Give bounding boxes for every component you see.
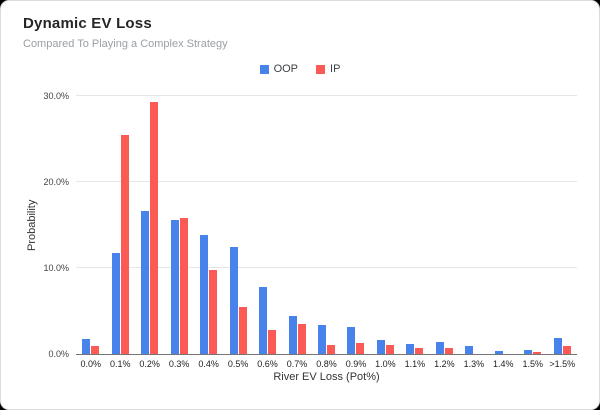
x-tick-label: 1.3% — [463, 359, 485, 369]
bar-group: 0.2% — [135, 96, 164, 369]
bar-ip-0.4%[interactable] — [209, 269, 218, 354]
bar-ip-0.7%[interactable] — [297, 323, 306, 354]
legend-item-ip[interactable]: IP — [316, 63, 340, 75]
legend: OOP IP — [1, 63, 599, 75]
legend-label: OOP — [273, 63, 299, 75]
x-tick-label: 1.0% — [375, 359, 396, 369]
bar-ip-0.1%[interactable] — [120, 134, 129, 354]
x-tick-label: 1.4% — [493, 359, 514, 369]
bar-oop-1.0%[interactable] — [376, 340, 385, 354]
bar-group: 1.1% — [400, 96, 429, 369]
x-tick-label: 0.5% — [227, 359, 249, 369]
bar-ip-1.2%[interactable] — [444, 347, 453, 354]
page-subtitle: Compared To Playing a Complex Strategy — [23, 38, 228, 50]
y-tick-label: 20.0% — [43, 177, 69, 187]
legend-swatch-icon — [316, 64, 326, 74]
bar-oop-1.5%[interactable] — [524, 349, 533, 354]
bar-oop-0.0%[interactable] — [82, 339, 91, 354]
gridline — [76, 95, 577, 96]
bar-groups: 0.0% 0.1% 0.2% 0.3% 0.4% 0.5% 0.6% 0.7% 0.8% 0.9%… — [76, 96, 577, 369]
bar-oop-0.4%[interactable] — [200, 235, 209, 354]
bar-ip-0.5%[interactable] — [238, 306, 247, 354]
x-tick-label: 0.1% — [109, 359, 131, 369]
bar-group: 0.7% — [282, 96, 311, 369]
bar-group: >1.5% — [548, 96, 577, 369]
gridline — [76, 181, 577, 182]
x-tick-label: 0.6% — [257, 359, 278, 369]
bar-oop-0.8%[interactable] — [317, 324, 326, 354]
bar-group: 1.3% — [459, 96, 488, 369]
bar-ip-0.8%[interactable] — [326, 344, 335, 354]
legend-item-oop[interactable]: OOP — [259, 63, 299, 75]
bar-group: 0.0% — [76, 96, 105, 369]
bar-ip-0.3%[interactable] — [179, 218, 188, 354]
x-tick-label: 1.5% — [522, 359, 544, 369]
bar-group: 0.1% — [105, 96, 134, 369]
x-tick-label: 0.4% — [198, 359, 219, 369]
bar-ip-1.0%[interactable] — [385, 345, 394, 354]
x-tick-label: 0.8% — [316, 359, 337, 369]
x-tick-label: 0.2% — [139, 359, 160, 369]
bar-ip-1.1%[interactable] — [415, 347, 424, 354]
y-axis-title: Probability — [26, 199, 38, 252]
bar-oop-1.4%[interactable] — [494, 350, 503, 354]
bar-ip-1.5%[interactable] — [533, 352, 542, 354]
bar-oop-0.9%[interactable] — [347, 327, 356, 354]
bar-oop-1.2%[interactable] — [435, 341, 444, 354]
bar-group: 0.8% — [312, 96, 341, 369]
bar-group: 1.4% — [489, 96, 518, 369]
x-tick-label: >1.5% — [549, 359, 576, 369]
bar-group: 1.5% — [518, 96, 547, 369]
x-tick-label: 0.3% — [168, 359, 190, 369]
bar-oop-1.3%[interactable] — [465, 346, 474, 354]
x-tick-label: 1.2% — [434, 359, 455, 369]
x-axis-title: River EV Loss (Pot%) — [273, 371, 380, 383]
y-tick-label: 10.0% — [43, 263, 69, 273]
legend-label: IP — [330, 63, 341, 75]
plot-area: 0.0% 10.0% 20.0% 30.0% 0.0% 0.1% 0.2% 0.3% 0.4% 0… — [43, 91, 577, 369]
bar-oop-0.1%[interactable] — [111, 252, 120, 354]
bar-oop-0.3%[interactable] — [170, 219, 179, 354]
bar-oop-0.2%[interactable] — [141, 211, 150, 354]
legend-swatch-icon — [259, 64, 269, 74]
gridline — [76, 267, 577, 268]
bar-oop-0.6%[interactable] — [259, 286, 268, 354]
x-tick-label: 1.1% — [404, 359, 426, 369]
bar-group: 1.2% — [430, 96, 459, 369]
bar-oop-1.1%[interactable] — [406, 343, 415, 354]
bar-ip-0.9%[interactable] — [356, 342, 365, 354]
bar-oop-0.5%[interactable] — [229, 246, 238, 354]
bar-oop->1.5%[interactable] — [553, 337, 562, 354]
x-tick-label: 0.7% — [286, 359, 308, 369]
x-tick-label: 0.0% — [80, 359, 101, 369]
bar-group: 0.4% — [194, 96, 223, 369]
bar-ip->1.5%[interactable] — [562, 346, 571, 354]
bar-group: 0.9% — [341, 96, 370, 369]
y-tick-label: 0.0% — [48, 349, 69, 359]
y-tick-label: 30.0% — [43, 91, 69, 101]
bar-ip-0.6%[interactable] — [268, 329, 277, 354]
bar-ip-0.2%[interactable] — [150, 102, 159, 354]
bar-ip-0.0%[interactable] — [91, 346, 100, 354]
x-tick-label: 0.9% — [345, 359, 367, 369]
page-title: Dynamic EV Loss — [23, 15, 152, 32]
bar-group: 1.0% — [371, 96, 400, 369]
bar-group: 0.3% — [164, 96, 193, 369]
bar-oop-0.7%[interactable] — [288, 316, 297, 354]
bar-group: 0.5% — [223, 96, 252, 369]
bar-group: 0.6% — [253, 96, 282, 369]
